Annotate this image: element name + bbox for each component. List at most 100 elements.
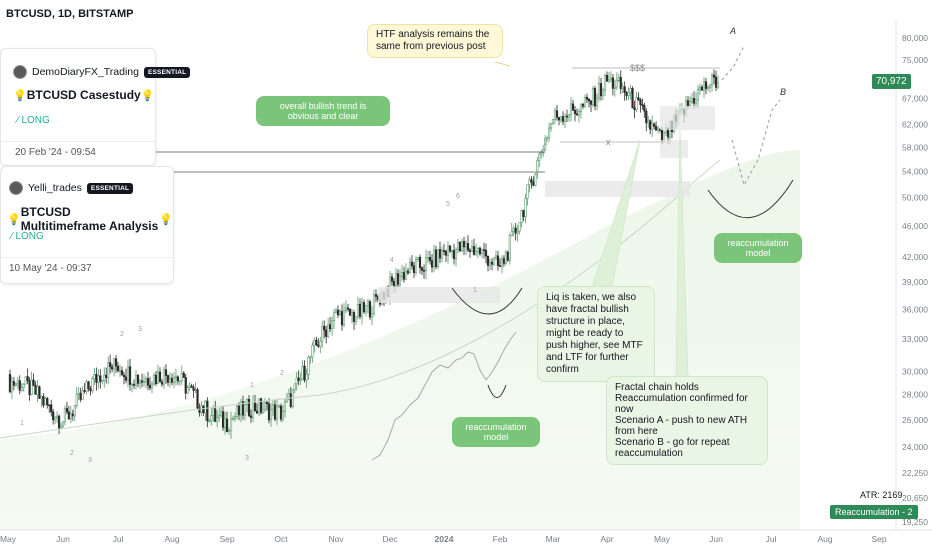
candle-body [134, 375, 138, 386]
candle-body [319, 340, 322, 347]
candle-body [257, 398, 261, 414]
candle-body [595, 97, 599, 107]
y-tick-label: 42,000 [902, 252, 928, 262]
candle-body [613, 86, 616, 89]
candle-body [583, 97, 587, 107]
candle-body [255, 410, 259, 414]
candle-body [259, 398, 263, 413]
candle-body [450, 250, 454, 252]
candle-body [412, 265, 416, 273]
htf-note-pointer [494, 61, 511, 67]
candle-body [315, 339, 318, 346]
candle-body [585, 97, 589, 100]
candle-body [528, 179, 531, 186]
x-tick-label: 2024 [435, 534, 454, 544]
y-tick-label: 36,000 [902, 304, 928, 314]
candle-body [277, 405, 281, 408]
candle-body [627, 92, 630, 96]
x-tick-label: May [654, 534, 671, 544]
candle-body [396, 273, 400, 285]
reacc-model-label-1: reaccumulation model [714, 233, 802, 263]
background-fill [0, 150, 800, 530]
card-1-side: ⁄ LONG [17, 115, 50, 126]
candle-body [607, 79, 611, 82]
candle-body [12, 381, 15, 386]
candle-body [498, 265, 502, 267]
reacc-indicator-tag: Reaccumulation - 2 [830, 505, 918, 519]
candle-body [615, 80, 618, 88]
idea-card-2[interactable]: Yelli_trades ESSENTIAL 💡 BTCUSD Multitim… [0, 166, 174, 284]
candle-body [204, 400, 207, 414]
x-tick-label: May [0, 534, 17, 544]
candle-body [221, 411, 225, 428]
candle-body [410, 261, 414, 267]
candle-body [692, 98, 696, 104]
candle-body [156, 371, 160, 384]
candle-body [237, 405, 241, 416]
candle-body [235, 405, 239, 417]
candle-body [174, 376, 178, 379]
candle-body [251, 402, 255, 418]
candle-body [641, 104, 644, 106]
candle-body [307, 357, 310, 375]
candle-body [227, 430, 231, 432]
candle-body [390, 276, 394, 282]
candle-body [330, 320, 334, 330]
candle-body [540, 152, 543, 155]
candle-body [346, 307, 350, 310]
candle-body [301, 365, 304, 380]
candle-body [536, 160, 539, 175]
candle-body [8, 373, 12, 393]
candle-body [289, 393, 292, 407]
candle-body [231, 418, 235, 420]
candle-body [247, 398, 251, 417]
candle-body [329, 324, 332, 330]
candles [8, 69, 720, 439]
candle-body [214, 408, 217, 422]
candle-body [647, 120, 650, 124]
candle-body [206, 400, 209, 422]
candle-body [136, 375, 140, 384]
candle-body [653, 123, 656, 127]
candle-body [182, 372, 185, 378]
card-2-title-row: 💡 BTCUSD Multitimeframe Analysis 💡 [7, 205, 173, 233]
idea-card-1[interactable]: DemoDiaryFX_Trading ESSENTIAL 💡 BTCUSD C… [0, 48, 191, 166]
fractal-note: Fractal chain holds Reaccumulation confi… [606, 376, 768, 465]
candle-body [591, 88, 595, 105]
candle-body [599, 83, 603, 97]
candle-body [233, 416, 237, 419]
candle-body [81, 390, 84, 400]
candle-body [138, 380, 142, 384]
candle-body [321, 325, 324, 342]
candle-body [512, 227, 515, 232]
candle-body [364, 305, 368, 313]
candle-body [30, 379, 33, 396]
candle-body [470, 246, 474, 252]
wave-label: 1 [473, 287, 477, 294]
candle-body [79, 392, 82, 400]
candle-body [56, 415, 59, 419]
candle-body [34, 384, 37, 395]
trend-note: overall bullish trend is obvious and cle… [256, 96, 390, 126]
candle-body [402, 272, 406, 280]
candle-body [186, 387, 189, 394]
y-tick-label: 75,000 [902, 55, 928, 65]
candle-body [356, 303, 360, 318]
candle-body [334, 309, 338, 314]
y-tick-label: 67,000 [902, 93, 928, 103]
wave-label: 1 [20, 420, 24, 427]
candle-body [546, 137, 549, 140]
candle-body [370, 313, 374, 318]
candle-body [10, 381, 14, 393]
candle-body [454, 249, 458, 260]
candle-body [504, 251, 507, 264]
candle-body [374, 294, 378, 297]
candle-body [103, 374, 106, 381]
candle-body [261, 409, 265, 413]
candle-body [534, 173, 537, 186]
scenario-b-label: B [780, 87, 786, 97]
candle-body [116, 365, 120, 371]
y-tick-label: 46,000 [902, 221, 928, 231]
candle-body [712, 74, 716, 78]
